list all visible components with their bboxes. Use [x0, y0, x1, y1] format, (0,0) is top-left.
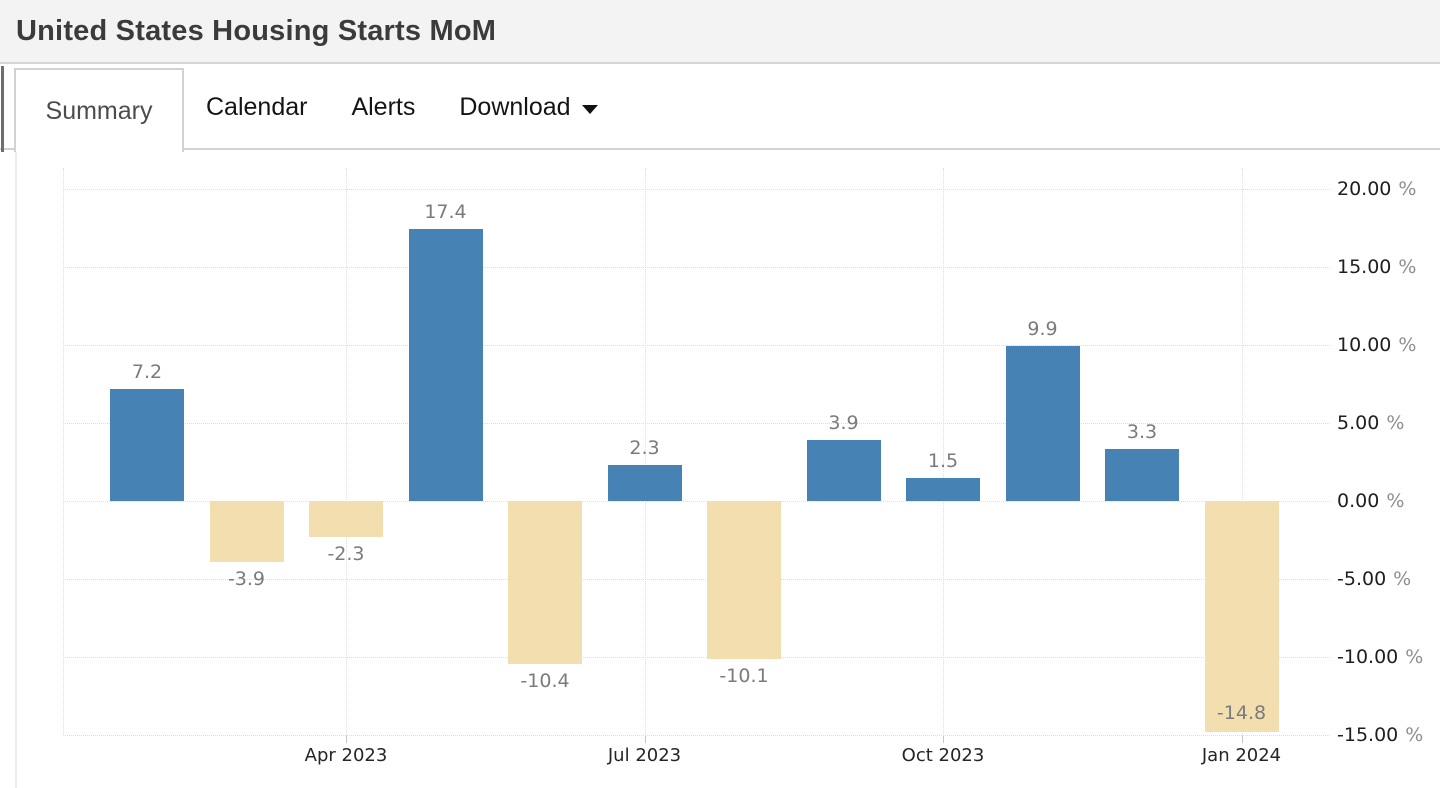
bar-value-label: 7.2	[131, 360, 163, 383]
y-gridline	[63, 501, 1330, 502]
x-axis-tick	[644, 735, 646, 743]
x-axis-label: Jul 2023	[607, 745, 682, 766]
tab-summary-label: Summary	[45, 96, 153, 125]
y-gridline	[63, 266, 1330, 268]
percent-sign: %	[1398, 333, 1417, 356]
y-axis-label-value: 15.00	[1337, 255, 1392, 278]
bar-value-label: -2.3	[327, 542, 365, 565]
x-gridline	[943, 168, 944, 736]
chart-bar[interactable]	[607, 465, 682, 501]
tab-alerts[interactable]: Alerts	[329, 66, 437, 148]
percent-sign: %	[1386, 490, 1405, 512]
chart-section: 7.2 -3.9 -2.3 17.4 -10.4 2.3 -10.1 3.9 1.5 9.9 3.3…	[0, 152, 1440, 788]
bar-value-label: -10.1	[719, 664, 769, 687]
y-axis-label-value: -5.00	[1337, 568, 1387, 591]
y-axis-label-value: -10.00	[1337, 646, 1399, 669]
tab-calendar[interactable]: Calendar	[184, 66, 329, 148]
bar-value-label: -3.9	[227, 567, 266, 590]
page-title: United States Housing Starts MoM	[16, 14, 497, 47]
bar-value-label: 17.4	[424, 201, 467, 224]
x-axis-tick	[943, 735, 944, 743]
x-axis-label: Jan 2024	[1201, 745, 1282, 766]
page-header: United States Housing Starts MoM	[0, 0, 1440, 64]
tab-alerts-label: Alerts	[351, 92, 416, 121]
percent-sign: %	[1398, 177, 1417, 200]
percent-sign: %	[1405, 646, 1424, 669]
bar-value-label: 1.5	[927, 449, 959, 472]
y-axis-label: -10.00%	[1337, 645, 1423, 669]
chart-bar[interactable]	[209, 501, 284, 562]
y-axis-label: 20.00%	[1337, 177, 1416, 201]
panel-left-border	[15, 152, 17, 788]
y-axis-label: 10.00%	[1337, 333, 1416, 357]
y-axis-label-value: 0.00	[1337, 490, 1380, 512]
bar-value-label: 3.3	[1126, 421, 1158, 444]
bar-value-label: 9.9	[1027, 318, 1058, 341]
y-axis-label-value: 10.00	[1337, 333, 1392, 356]
left-edge-divider	[1, 66, 4, 152]
x-gridline	[1241, 168, 1243, 736]
chart-bar[interactable]	[1105, 449, 1179, 501]
chart-bar[interactable]	[806, 440, 881, 501]
y-axis-label: 15.00%	[1337, 255, 1416, 279]
tab-download[interactable]: Download	[437, 66, 619, 148]
y-axis-label: -5.00%	[1337, 567, 1411, 591]
x-gridline	[346, 168, 347, 736]
percent-sign: %	[1386, 411, 1405, 434]
y-gridline	[63, 657, 1330, 659]
x-axis-label: Oct 2023	[901, 745, 985, 766]
tab-summary[interactable]: Summary	[14, 68, 184, 152]
chart-bar[interactable]	[906, 477, 980, 501]
percent-sign: %	[1393, 568, 1412, 591]
tab-bar: Summary Calendar Alerts Download	[0, 66, 1440, 152]
caret-down-icon	[581, 104, 598, 114]
chart-bar[interactable]	[707, 501, 781, 659]
y-axis-label: 0.00%	[1337, 489, 1404, 513]
chart-bar[interactable]	[1005, 346, 1080, 501]
chart-bar[interactable]	[408, 229, 483, 501]
y-axis-label-value: 5.00	[1337, 411, 1380, 434]
tab-download-label: Download	[459, 92, 571, 121]
chart-canvas[interactable]: 7.2 -3.9 -2.3 17.4 -10.4 2.3 -10.1 3.9 1.5 9.9 3.3…	[0, 152, 1440, 788]
chart-bar[interactable]	[508, 501, 582, 664]
y-axis-label: -15.00%	[1337, 723, 1423, 747]
percent-sign: %	[1405, 724, 1424, 747]
y-gridline	[63, 344, 1330, 346]
y-axis-label: 5.00%	[1337, 411, 1404, 435]
chart-bar[interactable]	[1204, 501, 1279, 733]
y-gridline	[63, 188, 1330, 190]
tab-calendar-label: Calendar	[206, 92, 308, 121]
bar-value-label: 2.3	[629, 437, 660, 460]
x-axis-tick	[346, 735, 347, 743]
y-axis-label-value: -15.00	[1337, 724, 1399, 747]
x-gridline	[644, 168, 646, 736]
bar-value-label: -14.8	[1216, 702, 1267, 725]
chart-bar[interactable]	[309, 501, 383, 537]
y-gridline	[63, 579, 1330, 581]
x-axis-tick	[1241, 735, 1243, 743]
x-gridline	[63, 168, 64, 736]
chart-bar[interactable]	[110, 388, 184, 501]
bar-value-label: 3.9	[828, 412, 859, 435]
x-axis-label: Apr 2023	[304, 745, 388, 766]
y-gridline	[63, 422, 1330, 424]
percent-sign: %	[1398, 255, 1417, 278]
bar-value-label: -10.4	[520, 669, 570, 692]
y-gridline	[63, 735, 1330, 737]
y-axis-label-value: 20.00	[1337, 177, 1392, 200]
